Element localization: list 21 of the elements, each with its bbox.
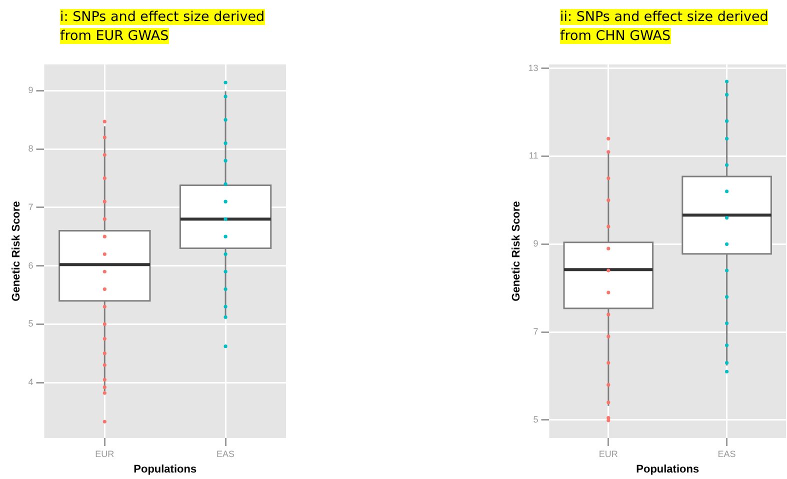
y-tick-label: 9 [533, 238, 538, 249]
x-tick-label: EAS [216, 448, 235, 459]
y-tick-label: 13 [528, 62, 538, 73]
y-axis-title: Genetic Risk Score [510, 201, 523, 302]
y-tick-label: 6 [28, 260, 34, 270]
x-tick-label: EUR [95, 448, 115, 459]
y-tick-label: 5 [28, 318, 34, 329]
chart-title: i: SNPs and effect size derived from EUR GWAS [60, 9, 265, 44]
y-tick-label: 4 [28, 377, 34, 388]
x-tick-label: EAS [718, 448, 736, 459]
x-axis-title: Populations [134, 463, 197, 476]
y-tick-label: 5 [533, 414, 538, 424]
x-axis-title: Populations [636, 463, 700, 476]
y-tick-label: 7 [533, 326, 538, 337]
y-tick-label: 9 [28, 85, 34, 96]
y-tick-label: 11 [528, 150, 538, 161]
y-tick-label: 8 [28, 144, 34, 154]
y-axis-title: Genetic Risk Score [10, 201, 23, 302]
y-tick-label: 7 [28, 202, 34, 212]
x-tick-label: EUR [598, 448, 618, 459]
chart-title: ii: SNPs and effect size derived from CHN GWAS [560, 9, 768, 44]
